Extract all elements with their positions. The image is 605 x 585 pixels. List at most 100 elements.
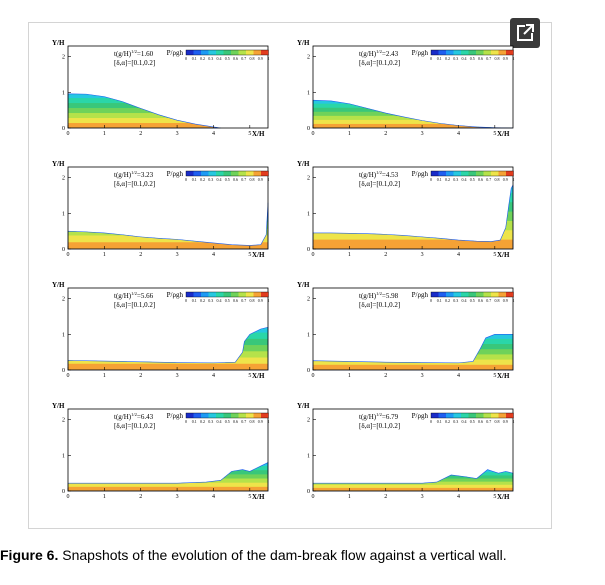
flow-chart-svg: 0 1 2 3 4 5 0 1 2 X/H Y/H t(g/H)1/2=2.43[δ,α]=[0.1,… <box>297 39 515 138</box>
colorbar-swatch <box>446 50 454 55</box>
fluid-band <box>313 364 513 370</box>
x-tick-label: 0 <box>67 494 70 500</box>
colorbar-swatch <box>476 413 484 418</box>
colorbar-tick-label: 1 <box>268 419 270 424</box>
plot-frame <box>67 408 269 492</box>
time-annotation: t(g/H)1/2=6.79 <box>359 412 399 421</box>
snapshot-panel-7: 0 1 2 3 4 5 0 1 2 X/H Y/H t(g/H)1/2=6.43 [δ,α]=[0.1,… <box>30 399 275 517</box>
x-tick-label: 5 <box>248 373 251 379</box>
flow-chart-svg: 0 1 2 3 4 5 0 1 2 X/H Y/H t(g/H)1/2=6.43[δ,α]=[0.1,… <box>52 402 270 501</box>
colorbar-swatch <box>208 292 216 297</box>
figure-caption: Figure 6. Snapshots of the evolution of … <box>0 547 605 563</box>
colorbar-swatch <box>498 50 506 55</box>
x-tick-label: 3 <box>421 494 424 500</box>
colorbar-tick-label: 0.2 <box>200 177 205 182</box>
x-tick-label: 2 <box>139 252 142 258</box>
colorbar-tick-label: 0.9 <box>258 419 263 424</box>
colorbar-swatch <box>506 413 514 418</box>
colorbar-tick-label: 0.5 <box>470 56 475 61</box>
flow-chart-svg: 0 1 2 3 4 5 0 1 2 X/H Y/H t(g/H)1/2=4.53[δ,α]=[0.1,… <box>297 160 515 259</box>
colorbar-tick-label: 0.1 <box>437 177 442 182</box>
x-axis-label: X/H <box>252 130 265 138</box>
free-surface-line <box>312 469 514 492</box>
colorbar-tick-label: 0.2 <box>445 177 450 182</box>
colorbar-title: P/ρgh <box>412 49 429 57</box>
colorbar-tick-label: 1 <box>513 298 515 303</box>
y-tick-label: 0 <box>307 368 310 374</box>
y-tick-label: 2 <box>307 297 310 303</box>
x-axis-label: X/H <box>252 251 265 259</box>
colorbar-swatch <box>483 292 491 297</box>
y-tick-label: 1 <box>307 332 310 338</box>
colorbar-swatch <box>431 50 439 55</box>
plot-frame <box>67 166 269 250</box>
colorbar-swatch <box>453 413 461 418</box>
colorbar-tick-label: 0.9 <box>503 56 508 61</box>
colorbar-swatch <box>431 171 439 176</box>
colorbar-swatch <box>506 171 514 176</box>
colorbar-frame <box>430 291 514 298</box>
colorbar-swatch <box>468 50 476 55</box>
params-annotation: [δ,α]=[0.1,0.2] <box>359 59 400 67</box>
x-tick-label: 0 <box>312 131 315 137</box>
fluid-band <box>313 239 513 249</box>
colorbar-tick-label: 0 <box>185 177 187 182</box>
colorbar-swatch <box>506 292 514 297</box>
x-tick-label: 5 <box>248 131 251 137</box>
colorbar-tick-label: 0.3 <box>208 419 213 424</box>
colorbar-tick-label: 0.3 <box>208 298 213 303</box>
params-annotation: [δ,α]=[0.1,0.2] <box>359 301 400 309</box>
x-tick-label: 4 <box>212 494 215 500</box>
colorbar-swatch <box>193 50 201 55</box>
colorbar-swatch <box>246 413 254 418</box>
x-tick-label: 2 <box>384 494 387 500</box>
colorbar-tick-label: 0 <box>185 56 187 61</box>
x-tick-label: 1 <box>103 494 106 500</box>
plot-background <box>68 288 268 370</box>
colorbar-swatch <box>261 413 269 418</box>
y-tick-label: 0 <box>307 126 310 132</box>
x-tick-label: 1 <box>103 252 106 258</box>
colorbar-swatch <box>438 413 446 418</box>
colorbar-tick-label: 1 <box>513 419 515 424</box>
colorbar-tick-label: 0.5 <box>225 177 230 182</box>
colorbar-swatch <box>216 413 224 418</box>
x-tick-label: 4 <box>212 131 215 137</box>
colorbar-tick-label: 1 <box>268 298 270 303</box>
colorbar-swatch <box>438 171 446 176</box>
expand-button[interactable] <box>510 18 540 48</box>
colorbar-tick-label: 0.9 <box>258 56 263 61</box>
colorbar-tick-label: 0.7 <box>486 298 491 303</box>
x-tick-label: 2 <box>384 131 387 137</box>
snapshot-panel-6: 0 1 2 3 4 5 0 1 2 X/H Y/H t(g/H)1/2=5.98 [δ,α]=[0.1,… <box>275 278 520 396</box>
snapshot-panel-5: 0 1 2 3 4 5 0 1 2 X/H Y/H t(g/H)1/2=5.66 [δ,α]=[0.1,… <box>30 278 275 396</box>
time-annotation: t(g/H)1/2=4.53 <box>359 170 399 179</box>
colorbar-tick-label: 0.8 <box>250 56 255 61</box>
colorbar-tick-label: 0.2 <box>200 419 205 424</box>
colorbar-swatch <box>238 171 246 176</box>
colorbar-tick-label: 0 <box>430 419 432 424</box>
colorbar-tick-label: 0 <box>430 298 432 303</box>
colorbar-tick-label: 0.9 <box>503 419 508 424</box>
colorbar-swatch <box>246 292 254 297</box>
x-tick-label: 2 <box>384 373 387 379</box>
y-tick-label: 2 <box>62 55 65 61</box>
colorbar-title: P/ρgh <box>412 412 429 420</box>
colorbar-swatch <box>446 292 454 297</box>
colorbar-swatch <box>491 292 499 297</box>
colorbar-swatch <box>201 292 209 297</box>
fluid-band <box>313 123 513 128</box>
colorbar-swatch <box>453 292 461 297</box>
colorbar-swatch <box>483 50 491 55</box>
colorbar-swatch <box>193 292 201 297</box>
y-axis-label: Y/H <box>52 39 65 47</box>
y-tick-label: 0 <box>307 247 310 253</box>
colorbar-swatch <box>246 171 254 176</box>
colorbar-tick-label: 1 <box>268 177 270 182</box>
colorbar-tick-label: 0.1 <box>192 298 197 303</box>
colorbar-tick-label: 0.3 <box>453 298 458 303</box>
y-tick-label: 2 <box>62 176 65 182</box>
flow-chart-svg: 0 1 2 3 4 5 0 1 2 X/H Y/H t(g/H)1/2=1.60[δ,α]=[0.1,… <box>52 39 270 138</box>
x-tick-label: 5 <box>248 252 251 258</box>
y-tick-label: 1 <box>62 453 65 459</box>
